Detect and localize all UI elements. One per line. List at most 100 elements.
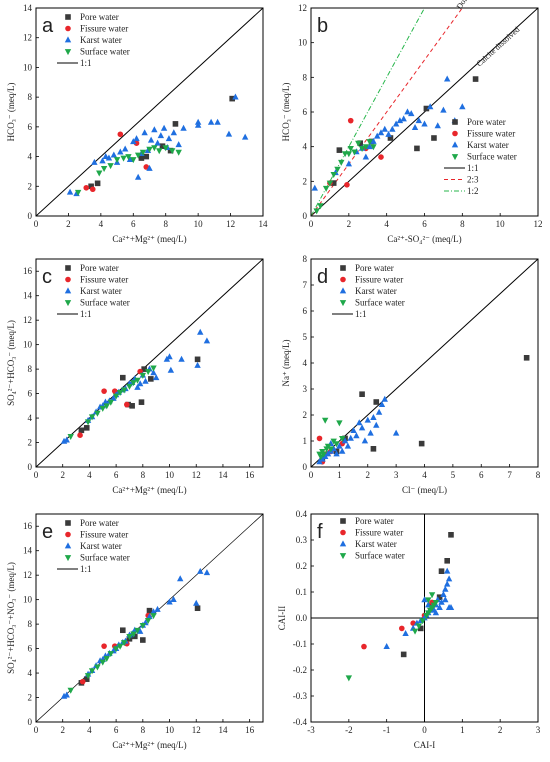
data-point [117,148,124,155]
y-tick-label: 10 [23,340,33,350]
data-point [74,189,82,196]
y-tick-label: 2 [28,181,33,191]
y-axis-label: SO₄²⁻+HCO₃⁻+NO₃⁻ (meq/L) [6,562,16,674]
legend-label: Fissure water [80,530,128,540]
data-point [88,414,96,421]
legend-marker [65,14,71,20]
data-point [399,625,405,632]
data-point [383,643,390,649]
data-point [444,567,451,574]
data-point [311,184,318,191]
x-axis-label: Cl⁻ (meq/L) [402,485,447,495]
x-tick-label: 10 [194,219,204,229]
data-point [358,146,366,152]
legend-marker [451,141,459,148]
data-point [150,365,157,372]
legend-label: Surface water [80,298,130,308]
plot-frame [35,7,264,217]
series-karst-water [383,567,455,649]
panel-label: a [42,15,54,37]
reference-line-1-1 [36,8,263,216]
data-point [99,659,106,666]
x-tick-label: 8 [163,219,168,229]
y-tick-label: 6 [28,644,33,654]
legend-label: Pore water [355,516,394,526]
x-tick-label: 10 [165,470,175,480]
data-point [130,631,137,638]
x-tick-label: 14 [218,470,228,480]
data-point [63,436,70,443]
legend-label: Fissure water [355,528,403,538]
x-tick-label: 5 [451,470,456,480]
series-karst-water [316,395,400,465]
x-tick-label: -1 [383,725,391,735]
reference-line-1-1 [311,259,538,467]
data-point [370,446,377,452]
legend-label: Fissure water [355,275,403,285]
legend-label: 1:2 [467,186,479,196]
y-tick-label: 0 [28,462,33,472]
data-point [336,442,343,449]
data-point [112,646,120,653]
x-tick-label: 6 [114,470,119,480]
data-point [320,451,327,458]
x-tick-label: 2 [60,725,65,735]
data-point [338,159,345,166]
data-point [423,105,430,112]
data-point [101,643,107,649]
data-point [67,434,74,441]
data-point [160,124,168,131]
data-point [150,369,157,376]
data-point [116,389,124,396]
x-tick-label: 0 [422,725,427,735]
plot-frame [35,258,264,468]
x-tick-label: 0 [34,219,39,229]
data-point [130,138,137,145]
y-tick-label: 0 [28,717,33,727]
data-point [472,76,479,82]
data-point [120,387,128,394]
y-tick-label: 0.4 [296,509,308,519]
data-point [138,155,145,161]
data-point [146,607,153,614]
y-tick-label: 8 [28,619,33,629]
data-point [89,186,96,193]
data-point [83,425,90,431]
legend-label: Pore water [467,117,506,127]
legend-marker [64,555,72,562]
data-point [99,405,106,412]
series-pore-water [78,605,201,686]
x-tick-label: 4 [87,470,92,480]
series-fissure-water [361,599,435,650]
series-surface-water [345,592,440,682]
data-point [317,454,325,461]
x-tick-label: 10 [165,725,175,735]
data-point [442,596,449,603]
data-point [170,129,178,136]
data-point [396,117,404,124]
y-tick-label: 14 [23,291,33,301]
panel-label: d [317,266,328,288]
data-point [436,594,443,600]
data-point [432,609,440,616]
data-point [344,182,350,188]
x-axis-label: Ca²⁺-SO₄²⁻ (meq/L) [387,234,461,244]
data-point [336,420,343,427]
data-point [157,132,165,139]
data-point [353,432,360,439]
data-point [63,691,70,698]
y-tick-label: 6 [28,389,33,399]
legend-label: Fissure water [80,24,128,34]
data-point [130,157,137,164]
y-tick-label: 5 [303,332,308,342]
data-point [110,151,118,158]
series-surface-water [67,613,157,694]
data-point [197,328,204,335]
legend-label: Karst water [467,140,509,150]
data-point [134,377,141,384]
data-point [83,184,90,191]
data-point [411,124,419,130]
series-pore-water [319,355,530,462]
data-point [194,361,201,368]
